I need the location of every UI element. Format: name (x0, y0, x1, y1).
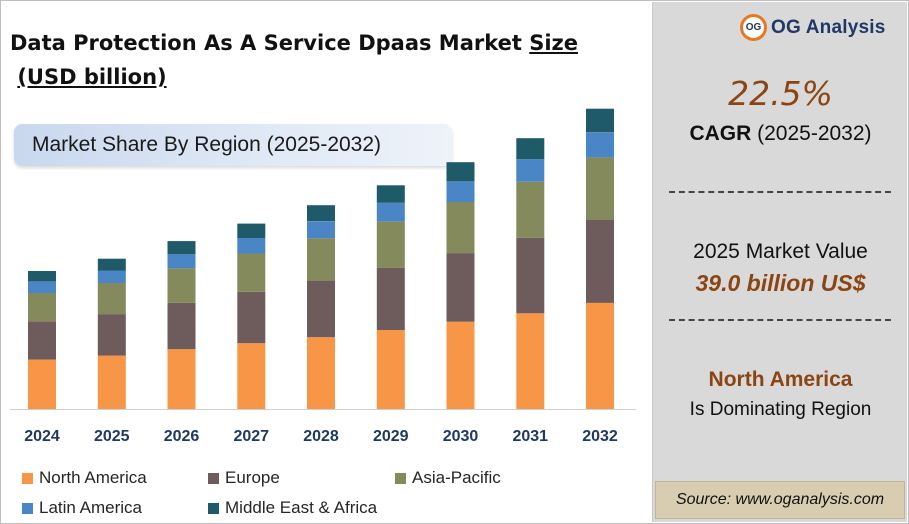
region-share-banner: Market Share By Region (2025-2032) (14, 124, 452, 166)
legend-swatch (22, 472, 33, 484)
legend-swatch (208, 472, 219, 484)
bar-segment-asia-pacific-2026 (167, 268, 196, 303)
legend-item-asia-pacific: Asia-Pacific (395, 468, 501, 488)
bar-segment-europe-2027 (237, 291, 266, 344)
bar-segment-asia-pacific-2028 (307, 238, 335, 281)
x-tick-label-2024: 2024 (24, 428, 60, 445)
bar-segment-north-america-2028 (307, 337, 335, 409)
chart-title-size: Size (529, 31, 579, 55)
chart-title: Data Protection As A Service Dpaas Marke… (10, 26, 610, 94)
bar-segment-asia-pacific-2032 (586, 157, 614, 220)
bar-segment-asia-pacific-2029 (376, 221, 405, 268)
bar-segment-europe-2025 (97, 314, 126, 356)
x-tick-label-2025: 2025 (94, 428, 130, 445)
bar-segment-europe-2029 (376, 267, 405, 330)
summary-panel: OG OG Analysis 22.5% CAGR (2025-2032) 20… (652, 2, 907, 522)
bar-segment-north-america-2031 (516, 313, 545, 409)
bar-segment-asia-pacific-2031 (516, 181, 545, 238)
og-logo-icon: OG (740, 14, 767, 41)
bar-segment-europe-2031 (516, 237, 545, 314)
bar-segment-north-america-2026 (167, 349, 196, 409)
dominating-region-text: Is Dominating Region (689, 399, 872, 420)
x-tick-label-2032: 2032 (582, 428, 618, 445)
legend-label: North America (39, 468, 147, 487)
market-value: 39.0 billion US$ (695, 270, 866, 296)
bar-segment-europe-2028 (307, 280, 335, 338)
legend-swatch (208, 502, 219, 514)
bar-segment-europe-2024 (28, 321, 56, 360)
legend-item-north-america: North America (22, 468, 147, 488)
chart-title-unit: (USD billion) (17, 65, 167, 89)
legend-swatch (395, 472, 406, 484)
bar-segment-europe-2032 (586, 219, 614, 303)
bar-segment-middle-east-africa-2029 (376, 185, 405, 203)
bar-segment-europe-2026 (167, 302, 196, 350)
bar-segment-asia-pacific-2024 (28, 293, 56, 322)
divider-top (669, 191, 891, 193)
legend-label: Asia-Pacific (412, 468, 501, 487)
bar-segment-latin-america-2025 (97, 270, 126, 283)
market-value-label: 2025 Market Value (693, 240, 868, 263)
bar-segment-latin-america-2024 (28, 281, 56, 293)
bar-segment-north-america-2024 (28, 359, 56, 409)
bar-segment-asia-pacific-2027 (237, 253, 266, 292)
x-tick-label-2026: 2026 (164, 428, 200, 445)
og-analysis-logo: OG OG Analysis (740, 14, 885, 41)
bar-segment-latin-america-2030 (446, 181, 475, 202)
bar-segment-latin-america-2028 (307, 221, 335, 239)
legend-item-middle-east-africa: Middle East & Africa (208, 498, 377, 518)
bar-segment-middle-east-africa-2032 (586, 108, 614, 133)
bar-segment-latin-america-2027 (237, 237, 266, 254)
legend-item-latin-america: Latin America (22, 498, 142, 518)
bar-segment-middle-east-africa-2024 (28, 271, 56, 282)
stacked-bar-chart: 2024 2025 2026 2027 2028 2029 2030 2031 2032 (10, 108, 636, 445)
legend-label: Europe (225, 468, 280, 487)
bar-segment-middle-east-africa-2026 (167, 241, 196, 255)
bar-segment-latin-america-2026 (167, 254, 196, 269)
bar-segment-middle-east-africa-2028 (307, 205, 335, 222)
cagr-value: 22.5% (728, 74, 833, 113)
cagr-line: CAGR (2025-2032) (653, 122, 908, 146)
bar-segment-north-america-2030 (446, 321, 475, 409)
cagr-period: (2025-2032) (757, 122, 872, 145)
bar-segment-europe-2030 (446, 253, 475, 322)
bar-segment-middle-east-africa-2025 (97, 258, 126, 271)
bar-segment-latin-america-2031 (516, 159, 545, 182)
bar-segment-latin-america-2032 (586, 132, 614, 158)
bar-segment-middle-east-africa-2027 (237, 223, 266, 238)
chart-title-main: Data Protection As A Service Dpaas Marke… (10, 31, 522, 55)
bar-segment-asia-pacific-2030 (446, 202, 475, 253)
legend-label: Latin America (39, 498, 142, 517)
source-box: Source: www.oganalysis.com (655, 481, 905, 519)
legend-item-europe: Europe (208, 468, 280, 488)
bar-segment-north-america-2025 (97, 355, 126, 409)
bar-segment-north-america-2029 (376, 330, 405, 409)
legend-swatch (22, 502, 33, 514)
bar-segment-middle-east-africa-2031 (516, 138, 545, 160)
x-tick-label-2028: 2028 (303, 428, 339, 445)
region-share-banner-text: Market Share By Region (2025-2032) (32, 133, 382, 156)
x-tick-label-2031: 2031 (512, 428, 548, 445)
x-tick-label-2029: 2029 (373, 428, 409, 445)
dominating-region: North America (708, 368, 853, 391)
x-tick-label-2027: 2027 (233, 428, 269, 445)
bar-segment-north-america-2027 (237, 343, 266, 409)
divider-bottom (669, 319, 891, 321)
bar-segment-north-america-2032 (586, 302, 614, 409)
logo-text: OG Analysis (771, 16, 886, 38)
legend-label: Middle East & Africa (225, 498, 378, 517)
cagr-label: CAGR (689, 122, 752, 145)
source-text: Source: www.oganalysis.com (675, 491, 885, 508)
bar-segment-asia-pacific-2025 (97, 283, 126, 315)
bar-segment-middle-east-africa-2030 (446, 162, 475, 182)
bar-segment-latin-america-2029 (376, 202, 405, 222)
x-tick-label-2030: 2030 (443, 428, 479, 445)
